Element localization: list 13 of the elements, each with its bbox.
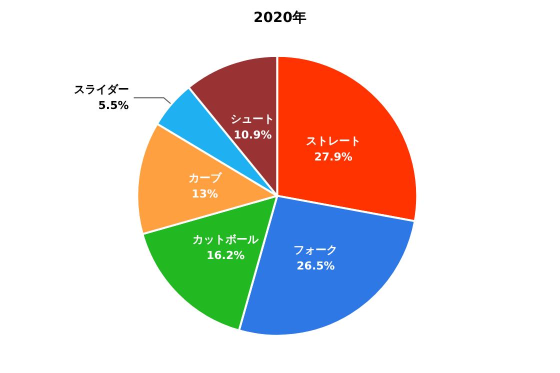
slice-label: スライダー — [74, 83, 129, 96]
slice-label: ストレート — [306, 134, 361, 148]
slice-label: シュート — [230, 112, 275, 126]
slice-label: フォーク — [294, 243, 338, 256]
data-label: 26.5% — [296, 259, 335, 272]
data-label: 5.5% — [98, 99, 129, 112]
slice-label: カットボール — [192, 232, 260, 246]
data-label: 10.9% — [234, 128, 272, 142]
data-label: 27.9% — [314, 150, 352, 164]
chart-title: 2020年 — [254, 10, 306, 26]
slice-label: カーブ — [188, 172, 222, 185]
data-label: 13% — [192, 188, 218, 201]
data-label: 16.2% — [206, 248, 245, 262]
